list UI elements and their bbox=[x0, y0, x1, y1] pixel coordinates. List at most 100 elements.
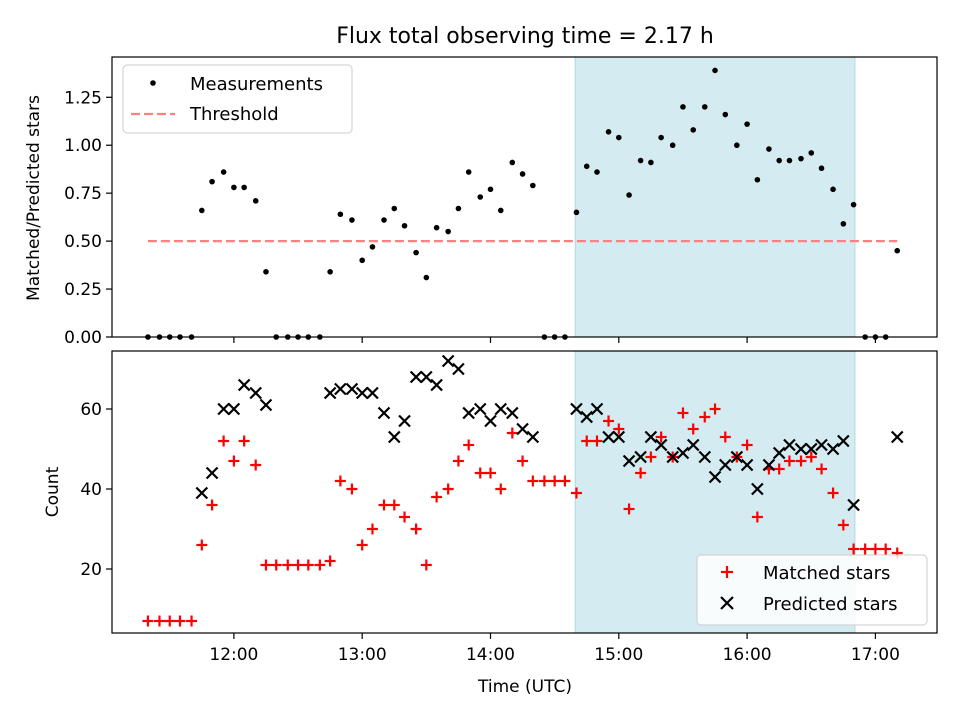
predicted-stars-point bbox=[452, 362, 465, 376]
x-tick-label: 15:00 bbox=[594, 645, 643, 665]
measurements-point bbox=[894, 247, 901, 254]
matched-stars-point bbox=[635, 467, 647, 479]
predicted-stars-point bbox=[570, 402, 583, 416]
measurements-point bbox=[199, 207, 205, 214]
predicted-stars-point bbox=[249, 386, 262, 400]
y-tick-label: 0.00 bbox=[64, 328, 102, 348]
matched-stars-point bbox=[805, 451, 817, 463]
matched-stars-point bbox=[581, 435, 593, 447]
measurements-point bbox=[594, 169, 600, 175]
measurements-point bbox=[487, 186, 494, 193]
matched-stars-point bbox=[228, 455, 240, 467]
x-tick-label: 17:00 bbox=[851, 645, 900, 665]
predicted-stars-point bbox=[484, 414, 497, 428]
measurements-point bbox=[231, 184, 237, 191]
y-tick-label: 0.75 bbox=[64, 184, 102, 204]
predicted-stars-point bbox=[794, 442, 808, 456]
matched-stars-point bbox=[388, 499, 400, 511]
x-tick-label: 14:00 bbox=[466, 645, 515, 665]
measurements-point bbox=[391, 205, 398, 212]
predicted-stars-point bbox=[323, 386, 337, 400]
matched-stars-point bbox=[741, 439, 753, 451]
matched-stars-point bbox=[538, 475, 550, 487]
matched-stars-point bbox=[399, 511, 411, 523]
predicted-stars-point bbox=[516, 422, 529, 436]
matched-stars-point bbox=[218, 435, 230, 447]
count-legend: Matched stars Predicted stars bbox=[696, 554, 928, 626]
predicted-stars-point bbox=[708, 470, 722, 484]
matched-stars-point bbox=[282, 559, 294, 571]
predicted-stars-point bbox=[837, 434, 850, 448]
predicted-stars-point bbox=[355, 386, 369, 400]
predicted-stars-point bbox=[462, 406, 475, 420]
predicted-stars-point bbox=[420, 370, 433, 384]
measurements-point bbox=[754, 176, 761, 183]
measurements-point bbox=[583, 163, 590, 170]
predicted-stars-point bbox=[847, 498, 860, 512]
measurements-point bbox=[519, 171, 526, 177]
matched-stars-point bbox=[206, 499, 218, 511]
predicted-stars-point bbox=[740, 458, 754, 472]
matched-stars-point bbox=[196, 539, 208, 551]
matched-stars-point bbox=[270, 559, 282, 571]
predicted-stars-point bbox=[237, 378, 251, 392]
measurements-point bbox=[605, 128, 612, 135]
matched-stars-point bbox=[153, 615, 165, 627]
matched-stars-point bbox=[334, 475, 346, 487]
measurements-point bbox=[626, 192, 632, 198]
predicted-stars-point bbox=[227, 402, 241, 416]
matched-stars-point bbox=[869, 543, 881, 555]
predicted-stars-point bbox=[698, 450, 712, 464]
matched-stars-point bbox=[431, 491, 443, 503]
measurements-point bbox=[722, 111, 729, 118]
measurements-point bbox=[209, 178, 215, 185]
measurements-point bbox=[850, 201, 857, 208]
y-tick-label: 20 bbox=[80, 560, 102, 580]
matched-stars-point bbox=[816, 463, 828, 475]
predicted-stars-point bbox=[217, 402, 230, 416]
x-tick-label: 12:00 bbox=[209, 645, 258, 665]
measurements-point bbox=[690, 127, 697, 133]
legend-label-measurements: Measurements bbox=[190, 74, 323, 95]
matched-stars-point bbox=[677, 407, 689, 419]
matched-stars-point bbox=[783, 455, 795, 467]
measurements-point bbox=[327, 268, 333, 275]
predicted-stars-point bbox=[473, 402, 487, 416]
measurements-point bbox=[252, 198, 259, 204]
matched-stars-point bbox=[378, 499, 390, 511]
predicted-stars-point bbox=[890, 430, 904, 444]
matched-stars-point bbox=[751, 511, 763, 523]
y-tick-label: 40 bbox=[80, 480, 102, 500]
matched-stars-point bbox=[559, 475, 571, 487]
matched-stars-point bbox=[591, 435, 603, 447]
predicted-stars-point bbox=[580, 410, 594, 424]
matched-stars-point bbox=[474, 467, 486, 479]
count-y-ticks: 20 40 60 bbox=[80, 400, 112, 580]
predicted-stars-point bbox=[783, 438, 796, 452]
ratio-y-ticks: 0.00 0.25 0.50 0.75 1.00 1.25 bbox=[64, 88, 112, 348]
matched-stars-point bbox=[442, 483, 454, 495]
measurements-point bbox=[786, 157, 793, 164]
measurements-point bbox=[220, 169, 227, 175]
count-legend-box bbox=[696, 554, 928, 626]
matched-stars-point bbox=[238, 435, 250, 447]
matched-stars-point bbox=[517, 455, 529, 467]
matched-stars-point bbox=[174, 615, 186, 627]
predicted-stars-point bbox=[815, 438, 828, 452]
measurements-point bbox=[369, 244, 376, 250]
ratio-legend: Measurements Threshold bbox=[122, 64, 353, 134]
x-axis-label: Time (UTC) bbox=[477, 677, 572, 697]
matched-stars-point bbox=[142, 615, 154, 627]
matched-stars-point bbox=[314, 559, 326, 571]
matched-stars-point bbox=[837, 519, 849, 531]
matched-stars-point bbox=[302, 559, 314, 571]
predicted-stars-point bbox=[762, 458, 776, 472]
predicted-stars-point bbox=[506, 406, 519, 420]
measurements-point bbox=[669, 142, 676, 149]
matched-stars-point bbox=[324, 555, 336, 567]
matched-stars-point bbox=[827, 487, 839, 499]
measurements-point bbox=[433, 224, 440, 231]
predicted-stars-point bbox=[686, 438, 700, 452]
predicted-stars-point bbox=[526, 430, 540, 444]
measurements-point bbox=[381, 217, 387, 223]
